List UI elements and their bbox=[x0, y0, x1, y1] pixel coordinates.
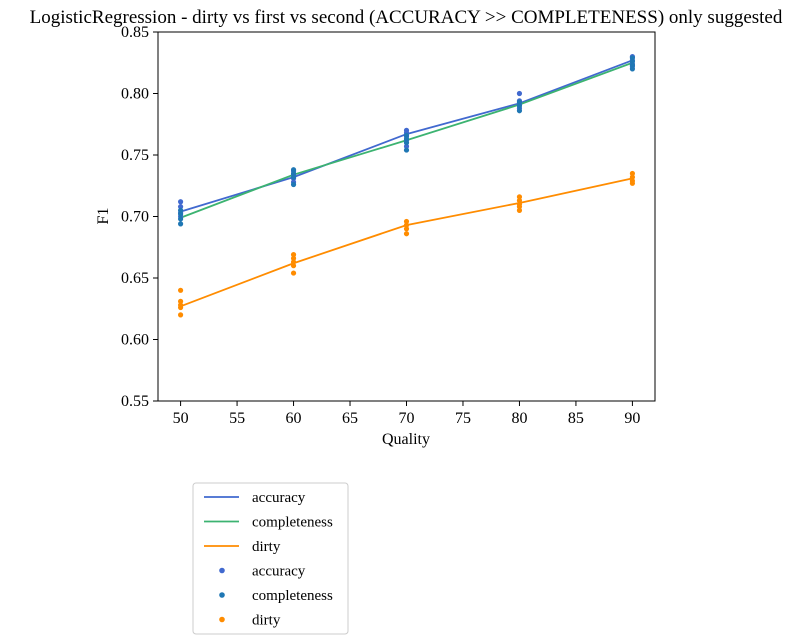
scatter-point-accuracy bbox=[177, 204, 184, 210]
scatter-point-dirty bbox=[403, 218, 410, 225]
y-tick-label: 0.75 bbox=[121, 147, 149, 164]
scatter-point-completeness bbox=[290, 181, 297, 188]
scatter-point-dirty bbox=[629, 170, 636, 177]
scatter-point-dirty bbox=[516, 194, 523, 200]
series-line-dirty bbox=[179, 177, 634, 308]
scatter-point-dirty bbox=[629, 180, 636, 186]
scatter-point-completeness bbox=[629, 55, 636, 61]
scatter-point-accuracy bbox=[403, 143, 410, 149]
scatter-point-completeness bbox=[629, 58, 636, 65]
scatter-point-completeness bbox=[516, 99, 523, 105]
chart-title: LogisticRegression - dirty vs first vs s… bbox=[30, 7, 783, 28]
x-tick-label: 70 bbox=[399, 410, 415, 427]
scatter-point-accuracy bbox=[177, 199, 184, 205]
scatter-point-completeness bbox=[516, 103, 523, 109]
scatter-point-dirty bbox=[290, 270, 297, 276]
x-tick-label: 55 bbox=[229, 410, 245, 427]
scatter-point-completeness bbox=[177, 216, 184, 222]
scatter-point-dirty bbox=[290, 255, 297, 261]
plot-frame bbox=[157, 31, 656, 402]
scatter-point-completeness bbox=[403, 140, 410, 146]
y-axis-label: F1 bbox=[95, 208, 112, 225]
legend-label-completeness: completeness bbox=[252, 515, 333, 531]
legend-swatch-marker-completeness bbox=[219, 592, 225, 598]
x-tick-label: 85 bbox=[568, 410, 584, 427]
y-tick-label: 0.70 bbox=[121, 209, 149, 226]
legend-swatch-marker-accuracy bbox=[219, 567, 225, 574]
scatter-point-dirty bbox=[516, 204, 523, 210]
scatter-point-dirty bbox=[403, 231, 410, 237]
x-tick-label: 65 bbox=[342, 410, 358, 427]
scatter-point-dirty bbox=[629, 174, 636, 180]
scatter-point-completeness bbox=[629, 62, 636, 68]
x-tick-label: 80 bbox=[511, 410, 527, 427]
scatter-point-completeness bbox=[403, 147, 410, 153]
scatter-point-completeness bbox=[177, 221, 184, 227]
scatter-point-dirty bbox=[177, 298, 184, 304]
y-tick-label: 0.65 bbox=[121, 270, 149, 287]
x-tick-label: 75 bbox=[455, 410, 471, 427]
scatter-point-completeness bbox=[403, 136, 410, 142]
scatter-point-completeness bbox=[290, 174, 297, 180]
scatter-point-dirty bbox=[403, 222, 410, 228]
legend-label-completeness: completeness bbox=[252, 588, 333, 604]
legend-label-accuracy: accuracy bbox=[252, 490, 306, 506]
legend: accuracy completeness dirty accuracy complet… bbox=[192, 482, 349, 635]
scatter-point-completeness bbox=[403, 132, 410, 138]
scatter-point-completeness bbox=[516, 108, 523, 114]
scatter-point-dirty bbox=[177, 287, 184, 293]
scatter-point-dirty bbox=[290, 259, 297, 265]
x-tick-label: 50 bbox=[173, 410, 189, 427]
legend-swatch-marker-dirty bbox=[219, 616, 225, 623]
axes-layer: 50 55 60 65 70 75 80 85 90 0.55 0.60 0.65 0.70 0.75 0.… bbox=[121, 24, 656, 427]
scatter-point-dirty bbox=[403, 226, 410, 232]
scatter-point-completeness bbox=[177, 207, 184, 213]
scatter-point-dirty bbox=[177, 304, 184, 311]
x-tick-label: 90 bbox=[624, 410, 640, 427]
scatter-point-dirty bbox=[516, 197, 523, 204]
y-tick-label: 0.60 bbox=[121, 332, 149, 349]
y-tick-label: 0.85 bbox=[121, 24, 149, 41]
plot-layer bbox=[177, 54, 636, 318]
scatter-point-dirty bbox=[290, 263, 297, 269]
scatter-point-dirty bbox=[290, 252, 297, 258]
y-tick-label: 0.55 bbox=[121, 393, 149, 410]
scatter-point-completeness bbox=[290, 170, 297, 177]
scatter-point-completeness bbox=[629, 66, 636, 72]
legend-label-accuracy: accuracy bbox=[252, 564, 306, 580]
scatter-point-dirty bbox=[516, 207, 523, 213]
legend-label-dirty: dirty bbox=[252, 539, 281, 555]
x-axis-label: Quality bbox=[382, 431, 430, 448]
scatter-point-completeness bbox=[177, 211, 184, 217]
x-tick-label: 60 bbox=[286, 410, 302, 427]
scatter-point-accuracy bbox=[516, 90, 523, 97]
scatter-point-dirty bbox=[177, 312, 184, 318]
y-tick-label: 0.80 bbox=[121, 86, 149, 103]
scatter-point-completeness bbox=[290, 167, 297, 173]
legend-label-dirty: dirty bbox=[252, 613, 281, 629]
